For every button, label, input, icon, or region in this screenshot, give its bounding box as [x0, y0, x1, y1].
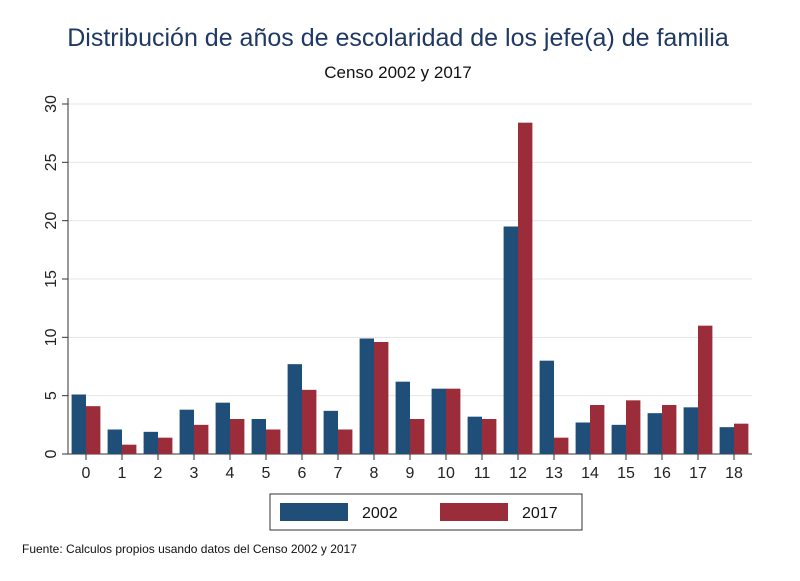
bar-2017-6	[302, 389, 317, 454]
bar-2017-16	[662, 405, 677, 454]
x-tick-label-8: 8	[370, 465, 379, 482]
bar-2002-13	[539, 360, 554, 454]
chart-subtitle: Censo 2002 y 2017	[324, 63, 471, 82]
bar-2017-15	[626, 400, 641, 454]
x-tick-label-18: 18	[725, 465, 743, 482]
bar-2017-8	[374, 342, 389, 454]
x-tick-label-2: 2	[154, 465, 163, 482]
y-tick-labels: 0 5 10 15 20 25 30	[43, 95, 60, 458]
bar-2002-0	[71, 394, 86, 454]
bar-2002-12	[503, 226, 518, 454]
bar-2002-11	[467, 416, 482, 454]
bar-2017-17	[698, 325, 713, 454]
x-tick-label-11: 11	[474, 465, 491, 482]
x-tick-label-10: 10	[437, 465, 455, 482]
source-footnote: Fuente: Calculos propios usando datos de…	[22, 542, 357, 556]
chart-title: Distribución de años de escolaridad de l…	[67, 24, 729, 52]
bar-2017-1	[122, 444, 137, 454]
x-tick-label-7: 7	[334, 465, 343, 482]
legend-label-2002: 2002	[362, 505, 398, 522]
y-tick-label-10: 10	[43, 328, 60, 346]
bar-2017-4	[230, 419, 245, 454]
bar-2017-3	[194, 424, 209, 454]
legend-swatch-2002	[280, 503, 348, 521]
y-tick-label-25: 25	[43, 153, 60, 171]
bar-2017-5	[266, 429, 281, 454]
bar-2017-11	[482, 419, 497, 454]
x-tick-label-14: 14	[581, 465, 599, 482]
bar-2002-4	[215, 402, 230, 454]
x-tick-label-6: 6	[298, 465, 307, 482]
grid-lines	[68, 103, 752, 397]
y-tick-label-20: 20	[43, 212, 60, 230]
x-tick-label-17: 17	[689, 465, 707, 482]
y-tick-label-5: 5	[43, 391, 60, 400]
x-tick-label-15: 15	[617, 465, 635, 482]
x-tick-label-9: 9	[406, 465, 415, 482]
x-tick-label-4: 4	[226, 465, 235, 482]
bar-2002-2	[143, 431, 158, 454]
bar-2017-7	[338, 429, 353, 454]
x-tick-label-1: 1	[118, 465, 127, 482]
bar-2017-9	[410, 419, 425, 454]
y-tick-label-30: 30	[43, 95, 60, 113]
bar-2002-1	[107, 429, 122, 454]
bar-2002-16	[647, 413, 662, 454]
bar-2002-17	[683, 407, 698, 454]
bar-2002-3	[179, 409, 194, 454]
x-tick-label-12: 12	[509, 465, 527, 482]
bar-2002-15	[611, 424, 626, 454]
x-tick-label-16: 16	[653, 465, 671, 482]
bar-2002-5	[251, 419, 266, 454]
bar-2017-13	[554, 437, 569, 454]
bar-2017-12	[518, 122, 533, 455]
legend: 2002 2017	[269, 493, 583, 531]
bar-2017-10	[446, 388, 461, 454]
bar-2017-18	[734, 423, 749, 454]
bar-2002-6	[287, 364, 302, 454]
bar-2002-7	[323, 410, 338, 454]
x-tick-label-0: 0	[82, 465, 91, 482]
bar-2002-10	[431, 388, 446, 454]
x-tick-labels: 0 1 2 3 4 5 6 7 8 9 10 11 12 13 14 15 16 17 18	[82, 465, 743, 482]
y-tick-label-0: 0	[43, 449, 60, 458]
bar-2017-2	[158, 437, 173, 454]
x-tick-label-13: 13	[545, 465, 563, 482]
legend-swatch-2017	[440, 503, 508, 521]
bar-2017-14	[590, 405, 605, 454]
bar-2002-18	[719, 427, 734, 454]
bar-2002-9	[395, 381, 410, 454]
y-tick-label-15: 15	[43, 270, 60, 288]
x-tick-label-5: 5	[262, 465, 271, 482]
bar-2002-14	[575, 422, 590, 454]
bar-2002-8	[359, 338, 374, 454]
bar-2017-0	[86, 406, 101, 454]
x-tick-label-3: 3	[190, 465, 199, 482]
bars	[71, 122, 749, 455]
legend-label-2017: 2017	[522, 505, 558, 522]
